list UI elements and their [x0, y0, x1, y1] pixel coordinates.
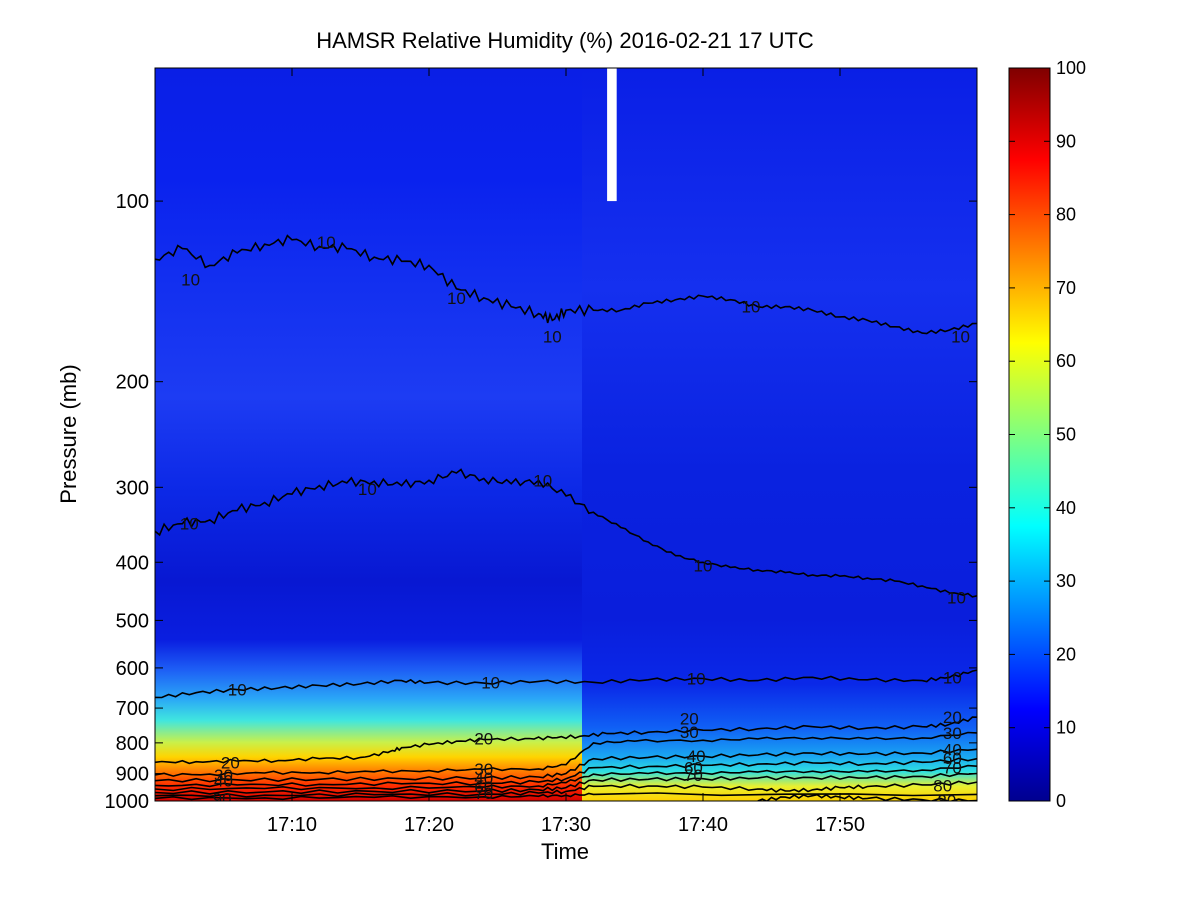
- y-tick-label: 300: [116, 477, 149, 499]
- contour-line-10: [155, 468, 977, 598]
- contour-label: 10: [741, 298, 760, 317]
- contour-label: 70: [943, 759, 962, 778]
- x-tick-label: 17:20: [404, 814, 454, 836]
- contour-label: 10: [943, 668, 962, 687]
- y-tick-label: 500: [116, 610, 149, 632]
- contour-label: 20: [943, 708, 962, 727]
- colorbar-tick-label: 100: [1056, 58, 1086, 78]
- contour-line-30: [155, 731, 977, 777]
- colorbar-tick-label: 10: [1056, 718, 1076, 738]
- y-tick-label: 400: [116, 552, 149, 574]
- contour-label: 20: [221, 753, 240, 772]
- colorbar-tick-label: 0: [1056, 791, 1066, 811]
- contour-line-10: [155, 234, 977, 335]
- contour-label: 40: [214, 772, 233, 791]
- colorbar-ticks: 0 10 20 30 40 50 60 70 80 90 100: [1009, 58, 1086, 811]
- contour-label: 10: [181, 270, 200, 289]
- contour-label: 20: [680, 709, 699, 728]
- contour-label: 70: [474, 784, 493, 803]
- chart-title: HAMSR Relative Humidity (%) 2016-02-21 1…: [316, 28, 814, 53]
- colorbar-tick-label: 40: [1056, 498, 1076, 518]
- contour-label: 40: [474, 769, 493, 788]
- contour-label: 80: [937, 791, 956, 810]
- humidity-field-left: [155, 68, 582, 801]
- x-tick-label: 17:10: [267, 814, 317, 836]
- contour-label: 10: [317, 233, 336, 252]
- contour-label: 80: [933, 776, 952, 795]
- contour-label: 30: [943, 724, 962, 743]
- contour-label: 10: [180, 515, 199, 534]
- y-tick-label: 1000: [105, 791, 150, 813]
- contour-label: 30: [214, 766, 233, 785]
- x-axis-label: Time: [541, 839, 589, 864]
- contour-label: 10: [447, 289, 466, 308]
- contour-line-20: [155, 716, 977, 765]
- colorbar-gradient: [1008, 67, 1051, 802]
- colorbar-tick-label: 70: [1056, 278, 1076, 298]
- x-tick-label: 17:40: [678, 814, 728, 836]
- contour-line-90: [155, 792, 977, 801]
- contour-label: 60: [684, 759, 703, 778]
- contour-line-10: [155, 669, 977, 699]
- x-tick-label: 17:30: [541, 814, 591, 836]
- contour-label: 20: [474, 730, 493, 749]
- colorbar-tick-label: 80: [1056, 205, 1076, 225]
- missing-data-gap: [607, 68, 617, 202]
- x-tick-label: 17:50: [815, 814, 865, 836]
- contour-label: 10: [694, 557, 713, 576]
- y-tick-label: 100: [116, 191, 149, 213]
- contour-label: 90: [213, 789, 232, 808]
- contour-label: 60: [943, 749, 962, 768]
- colorbar-tick-label: 20: [1056, 644, 1076, 664]
- contour-line-70: [155, 772, 977, 795]
- y-axis: 100 200 300 400 500 600 700 800 900 1000: [105, 191, 977, 813]
- contour-label: 40: [943, 740, 962, 759]
- y-axis-label: Pressure (mb): [56, 364, 81, 503]
- contour-line-50: [155, 757, 977, 788]
- contour-label: 30: [474, 760, 493, 779]
- contour-label: 10: [951, 327, 970, 346]
- colorbar: 0 10 20 30 40 50 60 70 80 90 100: [1008, 58, 1086, 811]
- y-tick-label: 200: [116, 372, 149, 394]
- contour-label: 10: [533, 471, 552, 490]
- contour-line-40: [155, 748, 977, 783]
- colorbar-tick-label: 30: [1056, 571, 1076, 591]
- x-axis: 17:10 17:20 17:30 17:40 17:50: [267, 68, 865, 836]
- contour-label: 40: [687, 747, 706, 766]
- humidity-field-right: [582, 68, 977, 801]
- y-tick-label: 800: [116, 733, 149, 755]
- contour-label: 10: [481, 674, 500, 693]
- contour-label: 10: [358, 480, 377, 499]
- colorbar-tick-label: 50: [1056, 425, 1076, 445]
- y-tick-label: 900: [116, 764, 149, 786]
- colorbar-tick-label: 60: [1056, 351, 1076, 371]
- y-tick-label: 700: [116, 698, 149, 720]
- contour-label: 30: [680, 723, 699, 742]
- colorbar-tick-label: 90: [1056, 131, 1076, 151]
- contour-label: 10: [687, 670, 706, 689]
- y-tick-label: 600: [116, 658, 149, 680]
- contour-label: 70: [684, 766, 703, 785]
- contour-label: 60: [474, 778, 493, 797]
- contour-line-60: [155, 764, 977, 792]
- contour-lines: [155, 234, 977, 801]
- contour-label: 10: [228, 681, 247, 700]
- contour-label: 10: [543, 327, 562, 346]
- contour-label: 10: [947, 589, 966, 608]
